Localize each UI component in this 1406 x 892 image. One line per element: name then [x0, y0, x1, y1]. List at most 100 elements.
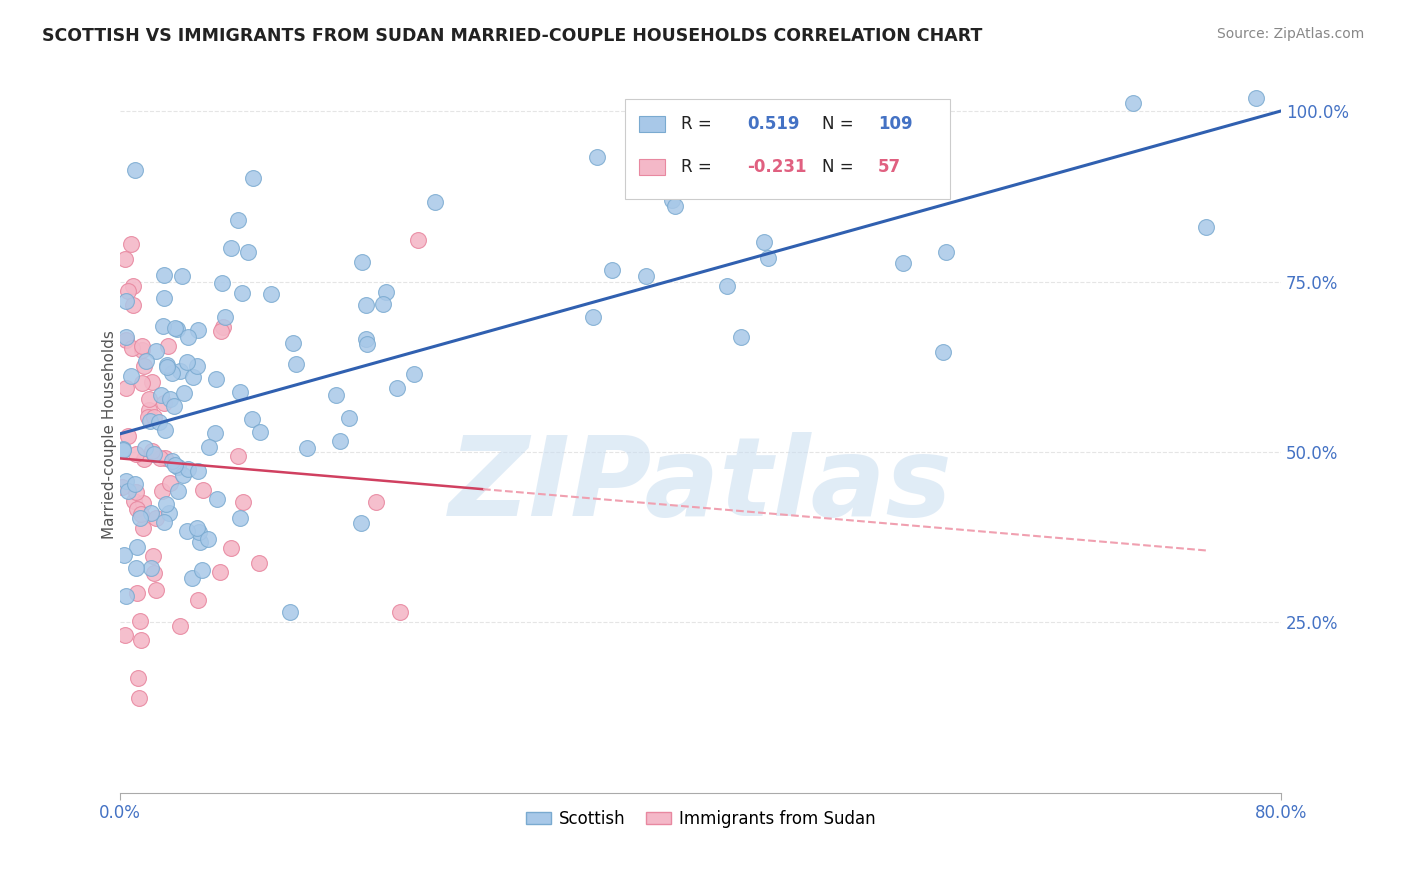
FancyBboxPatch shape — [640, 159, 665, 175]
Point — [187, 323, 209, 337]
Point — [226, 213, 249, 227]
Point — [145, 510, 167, 524]
Point — [155, 497, 177, 511]
Y-axis label: Married-couple Households: Married-couple Households — [101, 331, 117, 540]
Point — [129, 633, 152, 648]
Point — [187, 464, 209, 478]
FancyBboxPatch shape — [640, 116, 665, 132]
Point — [423, 195, 446, 210]
Point — [149, 451, 172, 466]
Point — [135, 354, 157, 368]
Point — [177, 329, 200, 343]
Point — [134, 441, 156, 455]
Point — [125, 447, 148, 461]
Point — [893, 255, 915, 269]
Point — [115, 334, 138, 348]
Point — [388, 605, 411, 619]
Point — [127, 671, 149, 685]
Point — [636, 269, 658, 284]
Point — [172, 467, 194, 482]
Point — [141, 376, 163, 390]
Point — [122, 494, 145, 508]
Point — [350, 516, 373, 530]
Point — [236, 245, 259, 260]
Text: SCOTTISH VS IMMIGRANTS FROM SUDAN MARRIED-COUPLE HOUSEHOLDS CORRELATION CHART: SCOTTISH VS IMMIGRANTS FROM SUDAN MARRIE… — [42, 27, 983, 45]
Point — [141, 444, 163, 458]
Point — [754, 235, 776, 249]
Point — [209, 324, 232, 338]
Legend: Scottish, Immigrants from Sudan: Scottish, Immigrants from Sudan — [519, 803, 882, 834]
Text: N =: N = — [823, 158, 853, 176]
Point — [325, 387, 347, 401]
Point — [143, 447, 166, 461]
Point — [259, 286, 281, 301]
Point — [181, 571, 204, 585]
Point — [205, 372, 228, 386]
Point — [121, 341, 143, 355]
Point — [114, 627, 136, 641]
Text: 57: 57 — [879, 158, 901, 176]
Point — [129, 507, 152, 521]
Point — [115, 475, 138, 489]
Point — [354, 298, 377, 312]
Point — [374, 285, 396, 299]
Text: 109: 109 — [879, 115, 912, 133]
Point — [132, 520, 155, 534]
Point — [156, 358, 179, 372]
Text: N =: N = — [823, 115, 853, 133]
Point — [207, 491, 229, 506]
Point — [585, 150, 607, 164]
Point — [198, 440, 221, 454]
Point — [402, 367, 425, 381]
Point — [193, 483, 215, 498]
Point — [129, 510, 152, 524]
Point — [354, 332, 377, 346]
Point — [122, 279, 145, 293]
Point — [153, 291, 176, 305]
Point — [125, 585, 148, 599]
Point — [166, 322, 188, 336]
Point — [208, 565, 231, 579]
Point — [387, 381, 409, 395]
Point — [131, 496, 153, 510]
FancyBboxPatch shape — [626, 99, 950, 199]
Text: R =: R = — [681, 115, 711, 133]
Text: R =: R = — [681, 158, 711, 176]
Point — [115, 330, 138, 344]
Point — [163, 320, 186, 334]
Point — [176, 355, 198, 369]
Point — [117, 284, 139, 298]
Point — [406, 233, 429, 247]
Point — [131, 339, 153, 353]
Text: Source: ZipAtlas.com: Source: ZipAtlas.com — [1216, 27, 1364, 41]
Point — [159, 476, 181, 491]
Point — [285, 358, 308, 372]
Point — [120, 236, 142, 251]
Point — [661, 193, 683, 207]
Point — [242, 170, 264, 185]
Point — [214, 310, 236, 325]
Point — [211, 277, 233, 291]
Point — [229, 384, 252, 399]
Point — [127, 501, 149, 516]
Point — [352, 254, 374, 268]
Point — [1195, 220, 1218, 235]
Point — [249, 425, 271, 440]
Point — [142, 549, 165, 563]
Point — [187, 592, 209, 607]
Point — [167, 484, 190, 499]
Point — [160, 454, 183, 468]
Point — [159, 392, 181, 406]
Point — [138, 414, 160, 428]
Point — [115, 381, 138, 395]
Point — [221, 241, 243, 255]
Point — [163, 458, 186, 472]
Point — [112, 548, 135, 562]
Point — [132, 451, 155, 466]
Point — [600, 262, 623, 277]
Point — [204, 425, 226, 440]
Point — [162, 399, 184, 413]
Point — [170, 269, 193, 284]
Point — [132, 359, 155, 373]
Point — [152, 319, 174, 334]
